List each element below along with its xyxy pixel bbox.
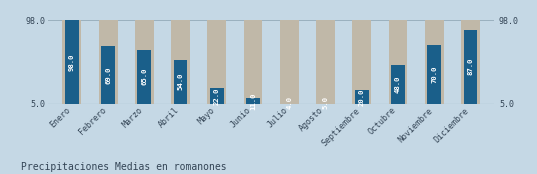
Bar — [316, 20, 335, 104]
Text: 4.0: 4.0 — [286, 96, 292, 109]
Bar — [207, 20, 226, 104]
Bar — [427, 45, 441, 104]
Text: 69.0: 69.0 — [105, 66, 111, 84]
Bar — [461, 20, 480, 104]
Text: 48.0: 48.0 — [395, 76, 401, 93]
Bar — [135, 20, 154, 104]
Bar — [391, 65, 405, 104]
Bar — [65, 20, 79, 104]
Bar — [389, 20, 408, 104]
Text: 98.0: 98.0 — [69, 53, 75, 70]
Bar — [171, 20, 190, 104]
Bar — [62, 20, 81, 104]
Bar — [210, 88, 224, 104]
Text: 20.0: 20.0 — [359, 88, 365, 105]
Bar — [173, 60, 187, 104]
Bar — [101, 46, 115, 104]
Text: 65.0: 65.0 — [141, 68, 147, 85]
Text: 22.0: 22.0 — [214, 87, 220, 105]
Bar — [99, 20, 118, 104]
Text: 87.0: 87.0 — [468, 58, 474, 76]
Text: 11.0: 11.0 — [250, 92, 256, 110]
Bar — [355, 90, 369, 104]
Bar — [463, 30, 477, 104]
Bar — [244, 20, 263, 104]
Bar — [137, 50, 151, 104]
Bar — [352, 20, 371, 104]
Bar — [280, 20, 299, 104]
Text: 70.0: 70.0 — [431, 66, 437, 83]
Text: 54.0: 54.0 — [178, 73, 184, 90]
Text: 5.0: 5.0 — [323, 96, 329, 109]
Text: Precipitaciones Medias en romanones: Precipitaciones Medias en romanones — [21, 162, 227, 172]
Bar — [246, 98, 260, 104]
Bar — [425, 20, 444, 104]
